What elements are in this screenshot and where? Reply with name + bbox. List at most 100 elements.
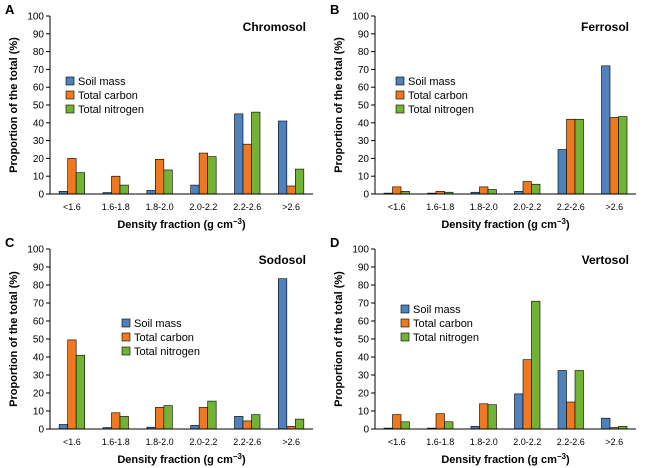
legend-swatch (400, 318, 410, 328)
y-tick-label: 90 (33, 29, 45, 40)
y-tick-label: 20 (33, 154, 45, 165)
legend-swatch (395, 76, 405, 86)
bar (295, 418, 305, 430)
legend-swatch (395, 90, 405, 100)
y-tick-label: 80 (33, 281, 45, 292)
x-tick-label: 1.6-1.8 (426, 202, 454, 212)
bar (487, 189, 497, 195)
bar (435, 413, 445, 430)
bar (207, 400, 217, 430)
bar (198, 407, 208, 430)
y-tick-label: 80 (358, 281, 370, 292)
bar (278, 278, 288, 430)
y-tick-label: 90 (358, 263, 370, 274)
panel-letter: D (330, 235, 339, 250)
legend-swatch (400, 304, 410, 314)
x-tick-label: 1.8-2.0 (470, 202, 498, 212)
bar (242, 420, 252, 430)
x-axis-label: Density fraction (g cm−3) (441, 452, 570, 466)
bar (67, 339, 77, 430)
bar (531, 300, 541, 430)
bar (601, 417, 611, 430)
y-tick-label: 40 (33, 118, 45, 129)
bar (155, 158, 165, 195)
y-tick-label: 70 (33, 65, 45, 76)
bar (190, 184, 200, 195)
x-tick-label: <1.6 (63, 202, 81, 212)
bar (251, 414, 261, 430)
bar (566, 118, 576, 195)
y-axis-label: Proportion of the total (%) (333, 37, 345, 173)
bar (251, 111, 261, 195)
y-tick-label: 10 (33, 172, 45, 183)
bar (278, 120, 288, 195)
x-tick-label: >2.6 (282, 202, 300, 212)
x-axis-label: Density fraction (g cm−3) (117, 452, 246, 466)
x-tick-label: 2.0-2.2 (513, 437, 541, 447)
bar (198, 152, 208, 195)
panel-letter: A (5, 2, 15, 17)
bar (479, 403, 489, 430)
x-tick-label: 1.6-1.8 (426, 437, 454, 447)
bar (574, 118, 584, 195)
y-tick-label: 50 (358, 101, 370, 112)
y-tick-label: 50 (33, 101, 45, 112)
bar (392, 414, 402, 430)
legend-swatch (400, 332, 410, 342)
legend-swatch (121, 346, 131, 356)
legend-label: Soil mass (134, 318, 182, 330)
legend-label: Total nitrogen (134, 346, 200, 358)
x-axis-label: Density fraction (g cm−3) (117, 217, 246, 231)
y-tick-label: 80 (358, 47, 370, 58)
legend: Soil mass Total carbon Total nitrogen (65, 76, 144, 116)
x-tick-label: 1.6-1.8 (102, 437, 130, 447)
bar (155, 407, 165, 430)
y-tick-label: 90 (33, 263, 45, 274)
bar (479, 186, 489, 195)
panel-c: C 0 10 20 30 40 50 60 70 80 90 100 <1.6 1.6-1.8 1.8-2.… (5, 235, 313, 466)
chart-title: Sodosol (259, 253, 306, 267)
x-tick-label: 2.0-2.2 (189, 437, 217, 447)
bar (557, 149, 567, 195)
chart-title: Vertosol (582, 253, 629, 267)
y-tick-label: 30 (358, 371, 370, 382)
y-tick-label: 10 (358, 407, 370, 418)
bar (67, 158, 77, 195)
legend-label: Soil mass (78, 76, 126, 88)
y-axis-label: Proportion of the total (%) (8, 271, 20, 407)
x-tick-label: >2.6 (282, 437, 300, 447)
bar (392, 186, 402, 195)
bar (487, 404, 497, 430)
legend-label: Total nitrogen (413, 332, 479, 344)
bar (111, 412, 121, 430)
x-tick-label: 1.8-2.0 (146, 437, 174, 447)
bar (234, 416, 244, 430)
y-tick-label: 40 (33, 353, 45, 364)
y-tick-label: 60 (33, 83, 45, 94)
legend-label: Soil mass (413, 304, 461, 316)
bar (514, 393, 524, 430)
panel-a: A 0 10 20 30 40 50 60 70 80 90 100 <1.6 1.6-1.8 1.8-2.… (5, 2, 313, 231)
legend-swatch (121, 318, 131, 328)
y-tick-label: 60 (358, 317, 370, 328)
bar (286, 185, 296, 195)
x-tick-label: 2.2-2.6 (233, 437, 261, 447)
bar (574, 370, 584, 430)
panel-letter: B (330, 2, 339, 17)
y-axis-label: Proportion of the total (%) (333, 271, 345, 407)
bar (234, 113, 244, 195)
x-tick-label: <1.6 (388, 202, 406, 212)
y-tick-label: 60 (33, 317, 45, 328)
y-tick-label: 50 (33, 335, 45, 346)
x-tick-label: >2.6 (605, 437, 623, 447)
y-tick-label: 20 (358, 154, 370, 165)
bar (444, 421, 454, 430)
bar (163, 405, 173, 430)
bar (119, 184, 129, 195)
y-tick-label: 50 (358, 335, 370, 346)
chart-title: Ferrosol (581, 20, 629, 34)
bar (522, 181, 532, 195)
y-tick-label: 40 (358, 353, 370, 364)
bar (295, 168, 305, 195)
chart-title: Chromosol (243, 20, 306, 34)
